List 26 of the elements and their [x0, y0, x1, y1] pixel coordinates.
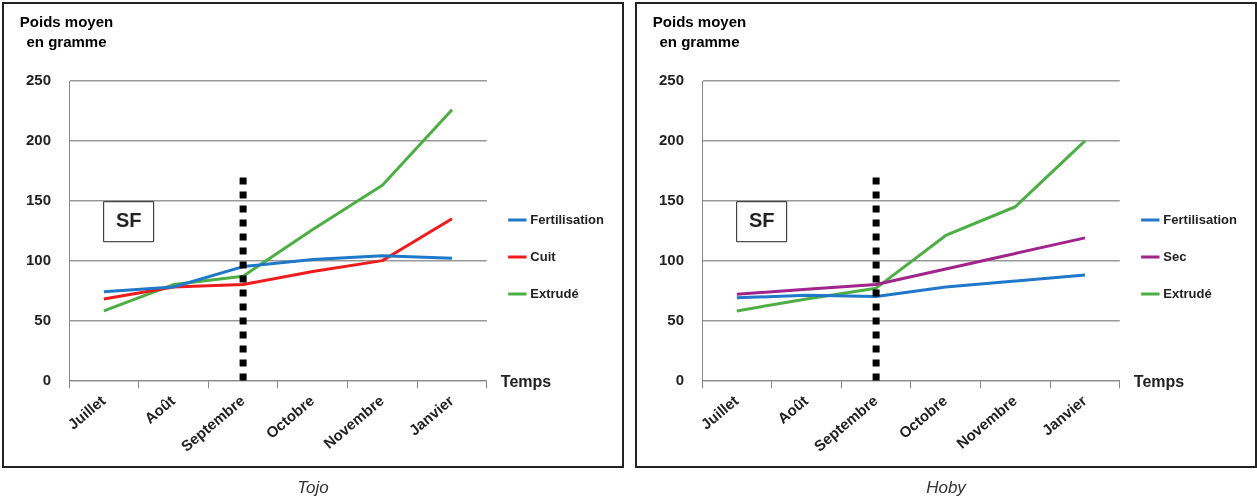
legend-label: Fertilisation [1163, 211, 1238, 227]
legend-label: Extrudé [1163, 285, 1212, 301]
text: Hoby [925, 478, 968, 498]
annotation: SF [748, 209, 775, 232]
annotation: SF [115, 209, 142, 232]
y-tick-label: 200 [659, 131, 685, 149]
y-tick-label: 150 [659, 190, 685, 208]
legend-label: Cuit [530, 248, 557, 264]
y-tick-label: 50 [34, 310, 52, 328]
y-tick-label: 250 [26, 71, 52, 89]
y-tick-label: 100 [659, 250, 685, 268]
legend-label: Extrudé [530, 285, 579, 301]
y-tick-label: 250 [659, 71, 685, 89]
y-axis-title: Poids moyen en gramme [651, 12, 748, 52]
legend-label: Fertilisation [530, 211, 605, 227]
y-tick-label: 0 [675, 370, 685, 388]
x-axis-title: Temps [500, 372, 552, 390]
y-tick-label: 100 [26, 250, 52, 268]
y-tick-label: 200 [26, 131, 52, 149]
legend-label: Sec [1163, 248, 1187, 264]
y-tick-label: 0 [42, 370, 52, 388]
y-tick-label: 50 [667, 310, 685, 328]
x-axis-title: Temps [1133, 372, 1185, 390]
y-tick-label: 150 [26, 190, 52, 208]
y-axis-title: Poids moyen en gramme [18, 12, 115, 52]
text: Tojo [296, 478, 330, 498]
